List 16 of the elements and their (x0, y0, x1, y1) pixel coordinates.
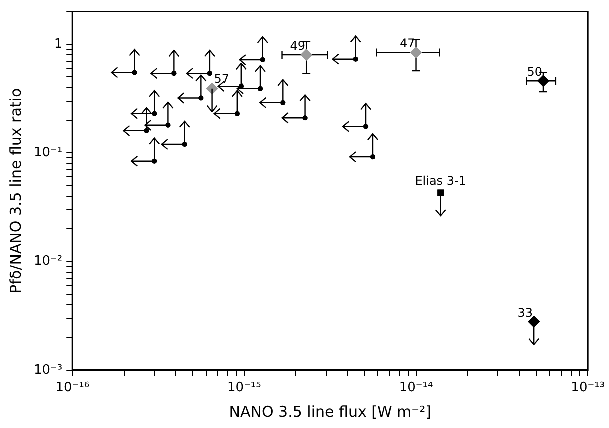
x-tick-label: 10⁻¹⁵ (228, 380, 262, 396)
x-tick-label: 10⁻¹⁴ (399, 380, 434, 396)
y-tick-label: 10⁻² (34, 254, 63, 270)
annotation: 50 (527, 65, 542, 80)
annotation: Elias 3-1 (415, 174, 466, 188)
x-tick-label: 10⁻¹⁶ (56, 380, 90, 396)
annotation: 47 (400, 36, 416, 51)
annotation: 57 (214, 72, 230, 86)
y-tick-label: 10⁻¹ (34, 146, 63, 161)
annotation: 33 (518, 306, 534, 320)
x-tick-label: 10⁻¹³ (571, 380, 605, 396)
y-tick-label: 10⁻³ (34, 362, 63, 378)
y-tick-label: 1 (54, 36, 63, 52)
annotation: 49 (290, 39, 306, 54)
y-axis-title: Pfδ/NANO 3.5 line flux ratio (6, 88, 25, 294)
x-axis-title: NANO 3.5 line flux [W m⁻²] (229, 402, 432, 421)
